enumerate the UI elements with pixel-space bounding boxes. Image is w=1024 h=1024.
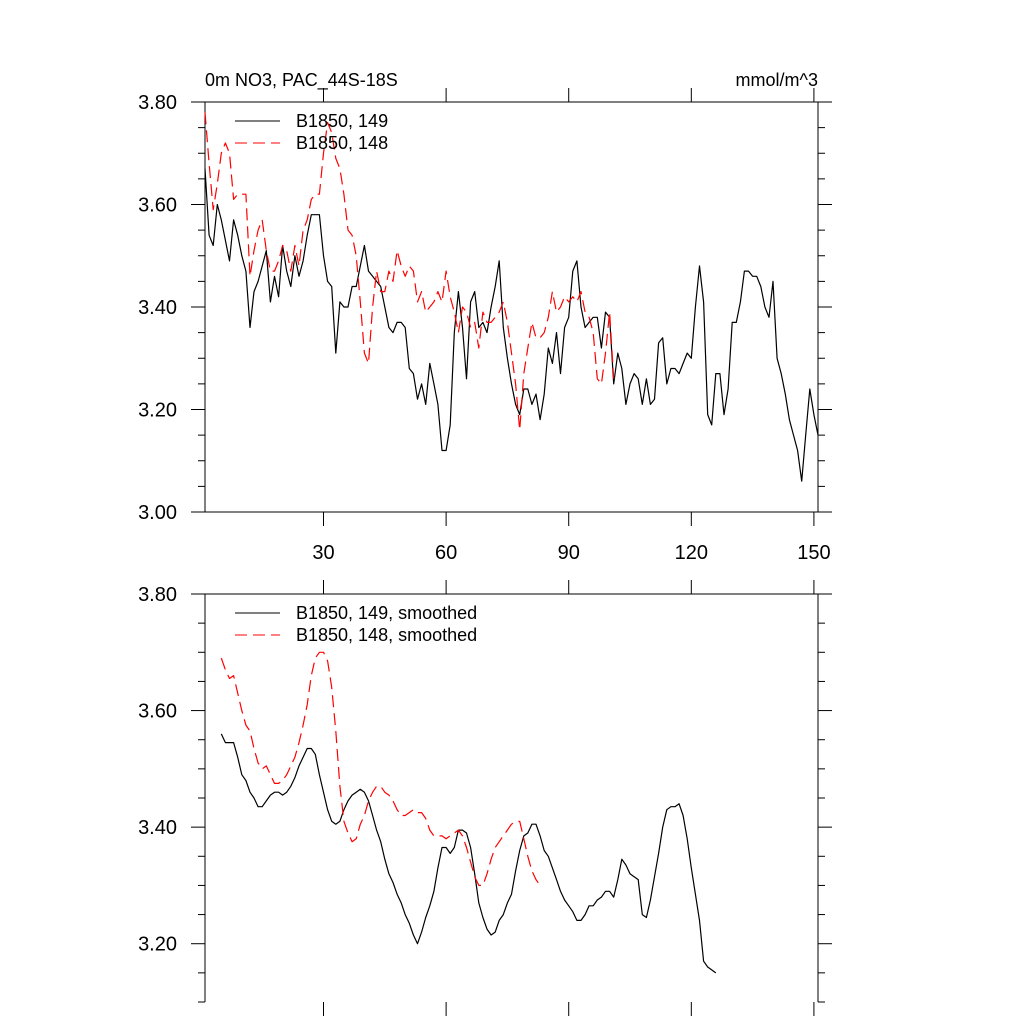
bottom-series-line-1 — [220, 651, 541, 887]
top-y-tick-label: 3.60 — [138, 195, 177, 217]
top-y-tick-label: 3.00 — [138, 502, 177, 524]
top-y-tick-label: 3.80 — [138, 92, 177, 114]
bottom-ticks: 3.20 3.40 3.60 3.80 — [138, 580, 832, 1016]
top-series — [204, 112, 819, 482]
bottom-y-tick-label: 3.60 — [138, 701, 177, 723]
top-x-tick-label: 90 — [558, 542, 580, 564]
bottom-series-line-0 — [220, 733, 717, 974]
top-plot-frame — [204, 101, 819, 513]
top-y-tick-label: 3.40 — [138, 297, 177, 319]
bottom-panel: 3.20 3.40 3.60 3.80 B1850, 149, smoothed B1… — [138, 580, 832, 1016]
bottom-legend-label-149: B1850, 149, smoothed — [296, 603, 477, 623]
top-ticks: 3.00 3.20 3.40 3.60 3.80 30 60 90 120 150 — [138, 88, 832, 564]
top-y-tick-label: 3.20 — [138, 400, 177, 422]
top-series-line-0 — [204, 168, 819, 482]
bottom-legend: B1850, 149, smoothed B1850, 148, smoothe… — [235, 603, 477, 645]
bottom-series — [220, 651, 717, 974]
top-chart-title: 0m NO3, PAC_44S-18S — [205, 70, 398, 91]
top-series-line-1 — [204, 112, 615, 431]
bottom-y-tick-label: 3.40 — [138, 817, 177, 839]
top-legend: B1850, 149 B1850, 148 — [235, 111, 388, 153]
top-x-tick-label: 60 — [435, 542, 457, 564]
top-legend-label-148: B1850, 148 — [296, 133, 388, 153]
top-x-tick-label: 150 — [797, 542, 830, 564]
bottom-legend-label-148: B1850, 148, smoothed — [296, 625, 477, 645]
top-chart-units: mmol/m^3 — [736, 70, 818, 90]
top-x-tick-label: 30 — [312, 542, 334, 564]
top-x-tick-label: 120 — [675, 542, 708, 564]
top-panel: 0m NO3, PAC_44S-18S mmol/m^3 3.00 3.20 3.4… — [138, 70, 832, 564]
bottom-plot-frame — [204, 593, 819, 1002]
top-legend-label-149: B1850, 149 — [296, 111, 388, 131]
bottom-y-tick-label: 3.20 — [138, 934, 177, 956]
bottom-y-tick-label: 3.80 — [138, 584, 177, 606]
